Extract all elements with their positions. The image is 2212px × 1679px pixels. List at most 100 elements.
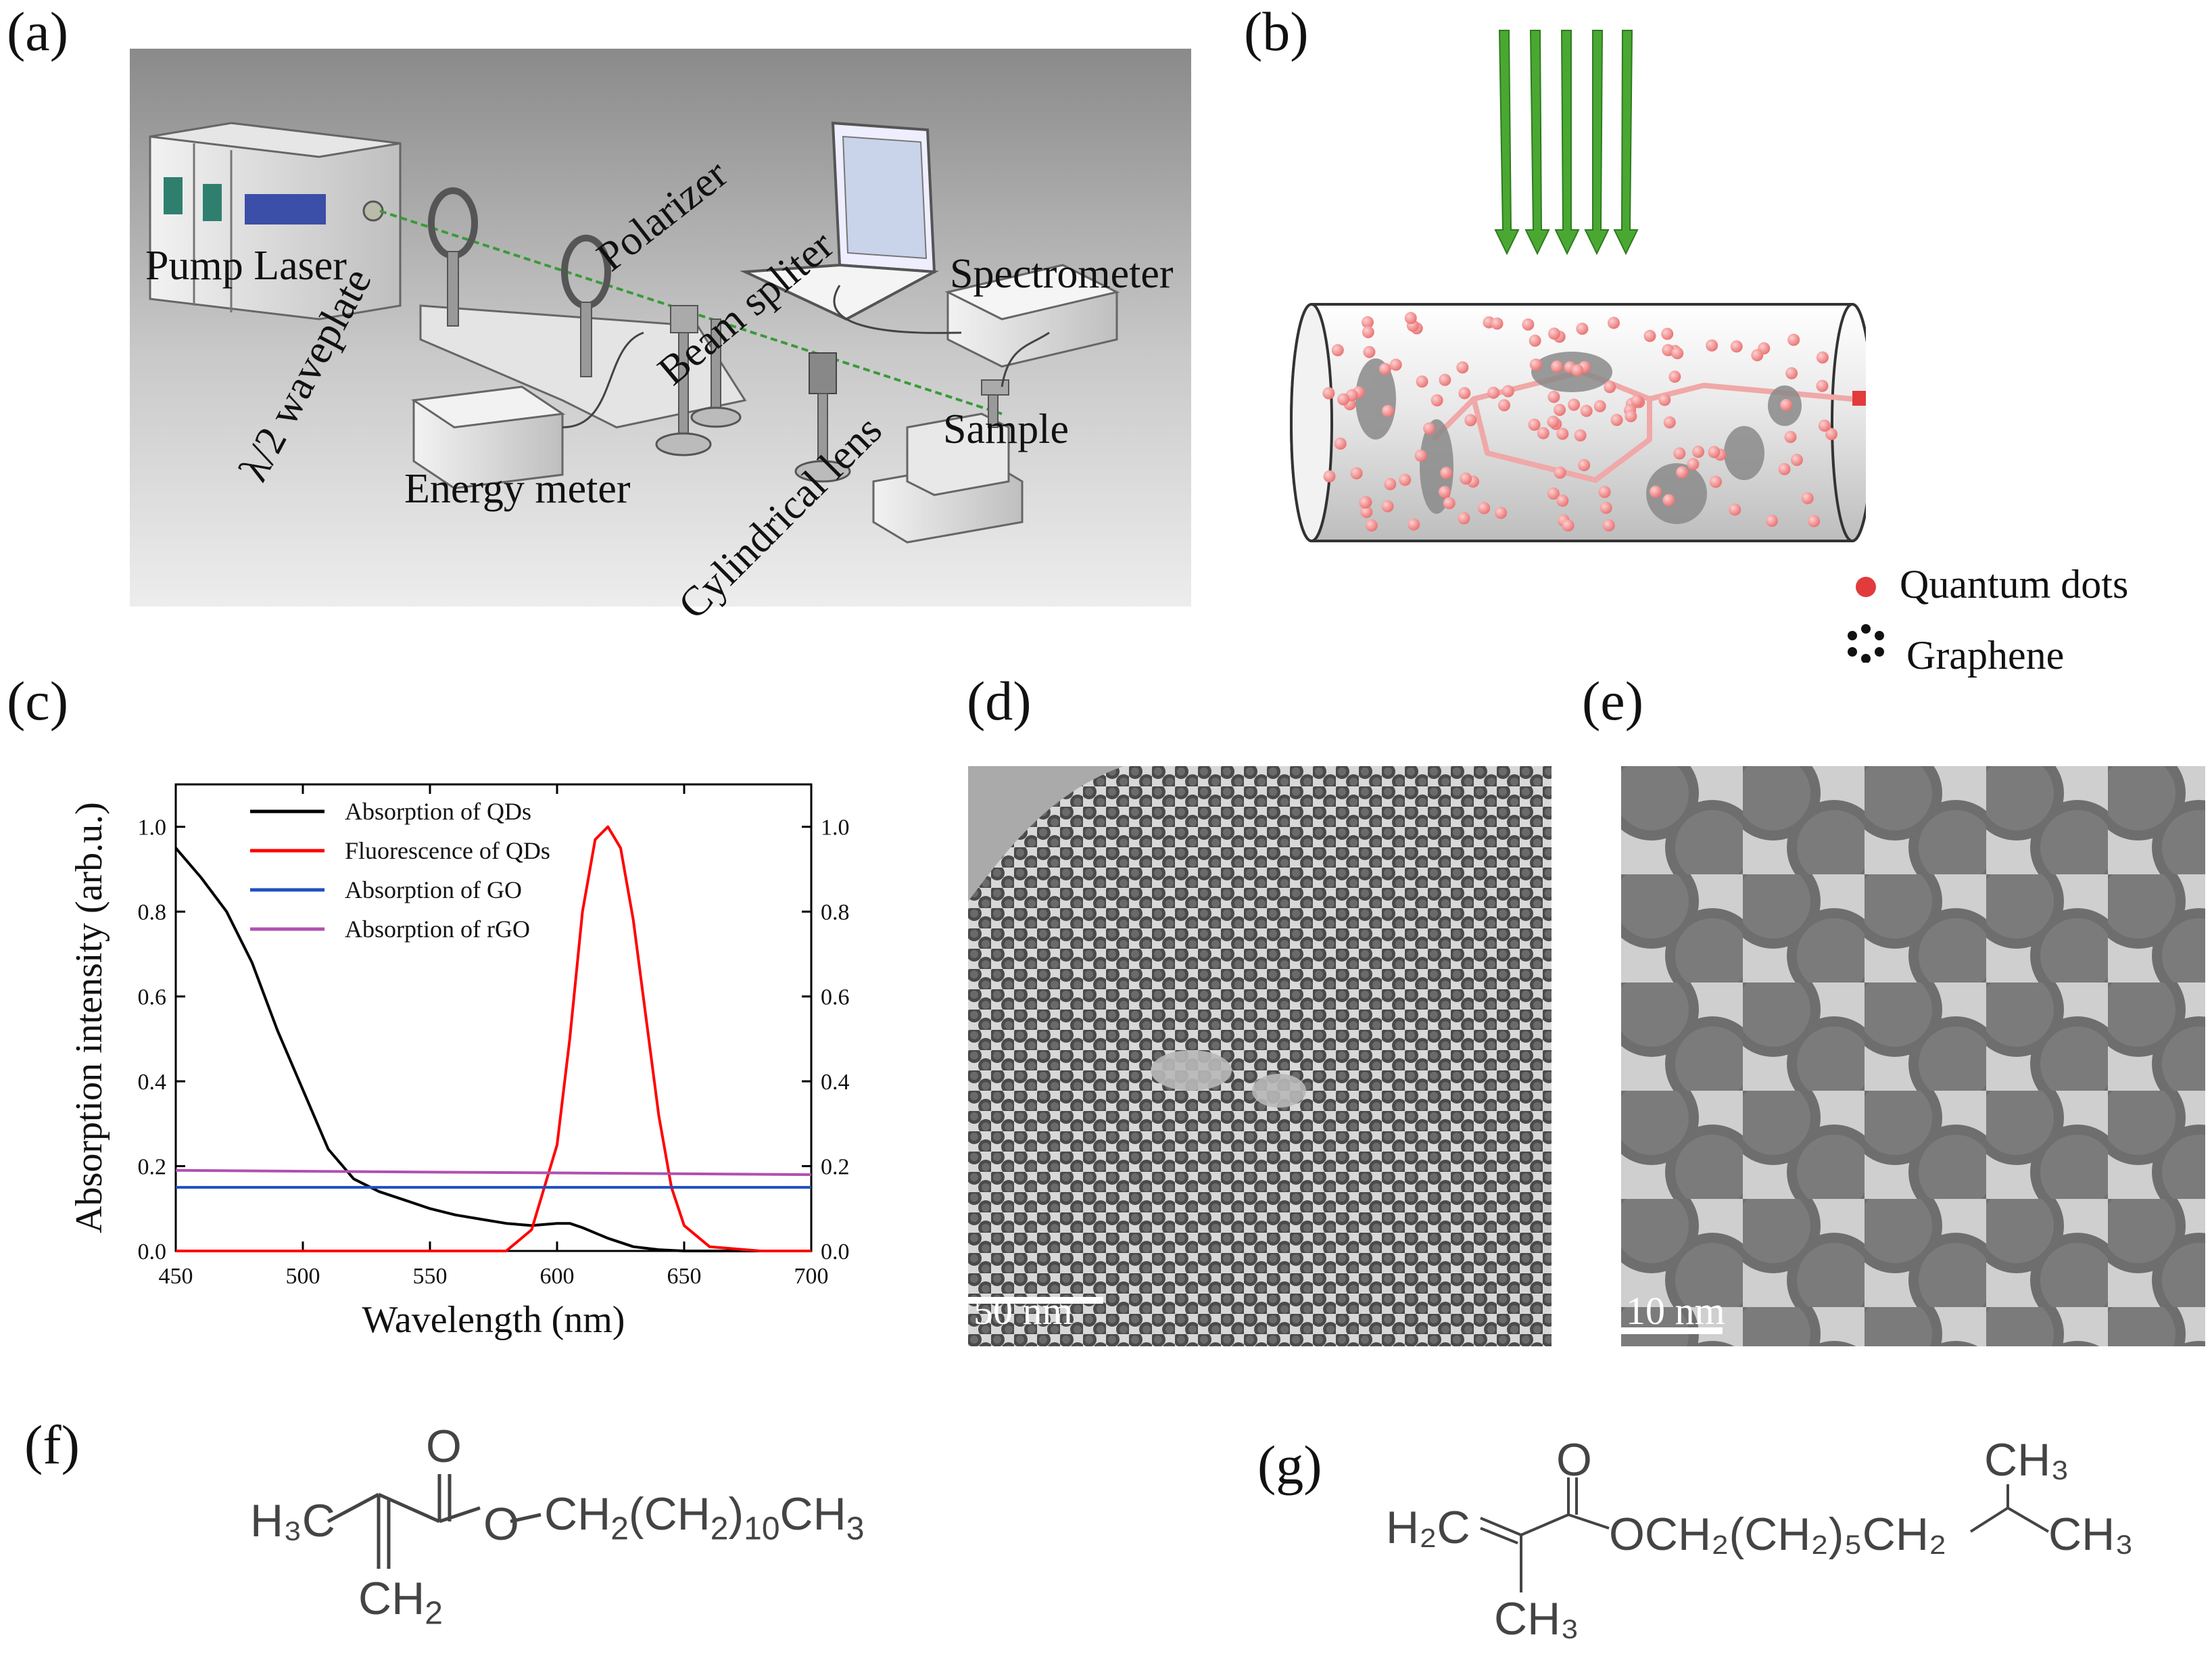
quantum-dot (1576, 323, 1589, 335)
quantum-dot (1528, 419, 1541, 431)
quantum-dot (1529, 358, 1542, 371)
pump-laser-device (149, 122, 402, 321)
quantum-dot (1381, 404, 1394, 417)
g-oxygen-top: O (1556, 1434, 1592, 1486)
y-tick-label: 0.6 (138, 985, 167, 1010)
panel-label-b: (b) (1244, 1, 1309, 62)
quantum-dot (1556, 494, 1569, 507)
legend-label-3: Absorption of GO (345, 876, 522, 903)
legend-label-4: Absorption of rGO (345, 916, 530, 943)
quantum-dot (1350, 467, 1363, 479)
quantum-dot (1547, 415, 1560, 428)
y2-tick-label: 0.6 (821, 985, 850, 1010)
quantum-dot (1537, 427, 1549, 440)
graphene-icon (1848, 624, 1884, 663)
quantum-dot (1323, 470, 1336, 483)
y-tick-label: 1.0 (138, 815, 167, 841)
quantum-dot (1556, 427, 1569, 440)
y2-tick-label: 0.0 (821, 1239, 850, 1264)
panel-label-f: (f) (24, 1414, 80, 1475)
quantum-dot (1440, 467, 1453, 479)
x-tick-label: 450 (159, 1264, 193, 1289)
quantum-dot (1334, 438, 1347, 450)
quantum-dot (1408, 518, 1420, 531)
quantum-dot (1399, 473, 1412, 486)
quantum-dot (1491, 317, 1504, 330)
f-oxygen-ester: O (483, 1498, 519, 1550)
quantum-dot (1562, 519, 1574, 532)
tem-image-e (1621, 766, 2205, 1346)
quantum-dot (1554, 467, 1566, 479)
f-oxygen-top: O (426, 1421, 462, 1472)
g-h2c: H₂C (1386, 1502, 1470, 1553)
quantum-dot (1404, 312, 1417, 325)
x-tick-label: 500 (286, 1264, 320, 1289)
y-tick-label: 0.2 (138, 1155, 167, 1180)
chem-structure-f: O H₃C O CH2(CH2)10CH3 CH2 (243, 1420, 987, 1677)
quantum-dot (1501, 385, 1514, 398)
quantum-dot (1568, 398, 1581, 411)
quantum-dot (1529, 334, 1541, 347)
quantum-dot (1631, 394, 1643, 407)
quantum-dot (1643, 329, 1656, 342)
quantum-dot (1423, 422, 1436, 435)
panel-label-a: (a) (7, 1, 69, 62)
quantum-dot (1816, 351, 1829, 364)
quantum-dot (1604, 381, 1616, 394)
quantum-dot (1331, 344, 1344, 356)
quantum-dot (1439, 373, 1451, 386)
series-line-4 (175, 1168, 812, 1177)
quantum-dot (1692, 446, 1705, 458)
quantum-dot (1378, 362, 1391, 375)
quantum-dot (1359, 496, 1372, 509)
quantum-dot (1547, 487, 1560, 500)
legend-label-2: Fluorescence of QDs (345, 837, 550, 864)
x-tick-label: 700 (794, 1264, 829, 1289)
quantum-dot (1389, 358, 1402, 371)
quantum-dot (1751, 349, 1764, 362)
quantum-dot (1625, 410, 1637, 423)
fiber-schematic (1271, 20, 1874, 561)
legend-icons (1848, 577, 1884, 663)
series-line-1 (174, 847, 811, 1252)
quantum-dot (1478, 502, 1491, 515)
quantum-dot (1730, 340, 1743, 353)
legend-label-1: Absorption of QDs (345, 798, 531, 825)
g-ch3-right: CH₃ (2048, 1509, 2134, 1560)
quantum-dot (1661, 327, 1674, 340)
quantum-dot (1676, 466, 1689, 479)
quantum-dot (1322, 387, 1335, 400)
quantum-dot (1801, 492, 1814, 504)
scale-bar-d: 50 nm (973, 1289, 1073, 1333)
setup-illustration (130, 49, 1191, 607)
y-tick-label: 0.8 (138, 900, 167, 925)
panel-label-d: (d) (967, 670, 1032, 732)
label-pump-laser: Pump Laser (145, 243, 347, 289)
f-h3c: H₃C (250, 1495, 335, 1546)
quantum-dot (1607, 316, 1620, 329)
quantum-dot (1808, 515, 1821, 527)
quantum-dot (1610, 414, 1623, 427)
quantum-dot (1580, 404, 1593, 417)
quantum-dot (1547, 390, 1560, 403)
quantum-dot (1663, 416, 1676, 429)
quantum-dot (1709, 475, 1722, 488)
quantum-dot (1662, 494, 1675, 506)
x-tick-label: 650 (667, 1264, 702, 1289)
quantum-dot (1673, 447, 1686, 460)
quantum-dot (1458, 387, 1471, 400)
f-ch2-bottom: CH2 (358, 1573, 443, 1632)
quantum-dot (1464, 414, 1477, 427)
quantum-dot (1522, 318, 1535, 331)
quantum-dot (1416, 375, 1428, 388)
quantum-dot (1443, 497, 1456, 510)
quantum-dot (1600, 501, 1612, 514)
quantum-dot (1593, 400, 1606, 412)
quantum-dot (1668, 371, 1681, 383)
quantum-dot (1430, 394, 1443, 407)
quantum-dot (1365, 519, 1378, 532)
quantum-dot (1574, 429, 1587, 442)
quantum-dot (1708, 446, 1721, 458)
quantum-dot (1360, 506, 1373, 519)
quantum-dot (1361, 316, 1374, 329)
